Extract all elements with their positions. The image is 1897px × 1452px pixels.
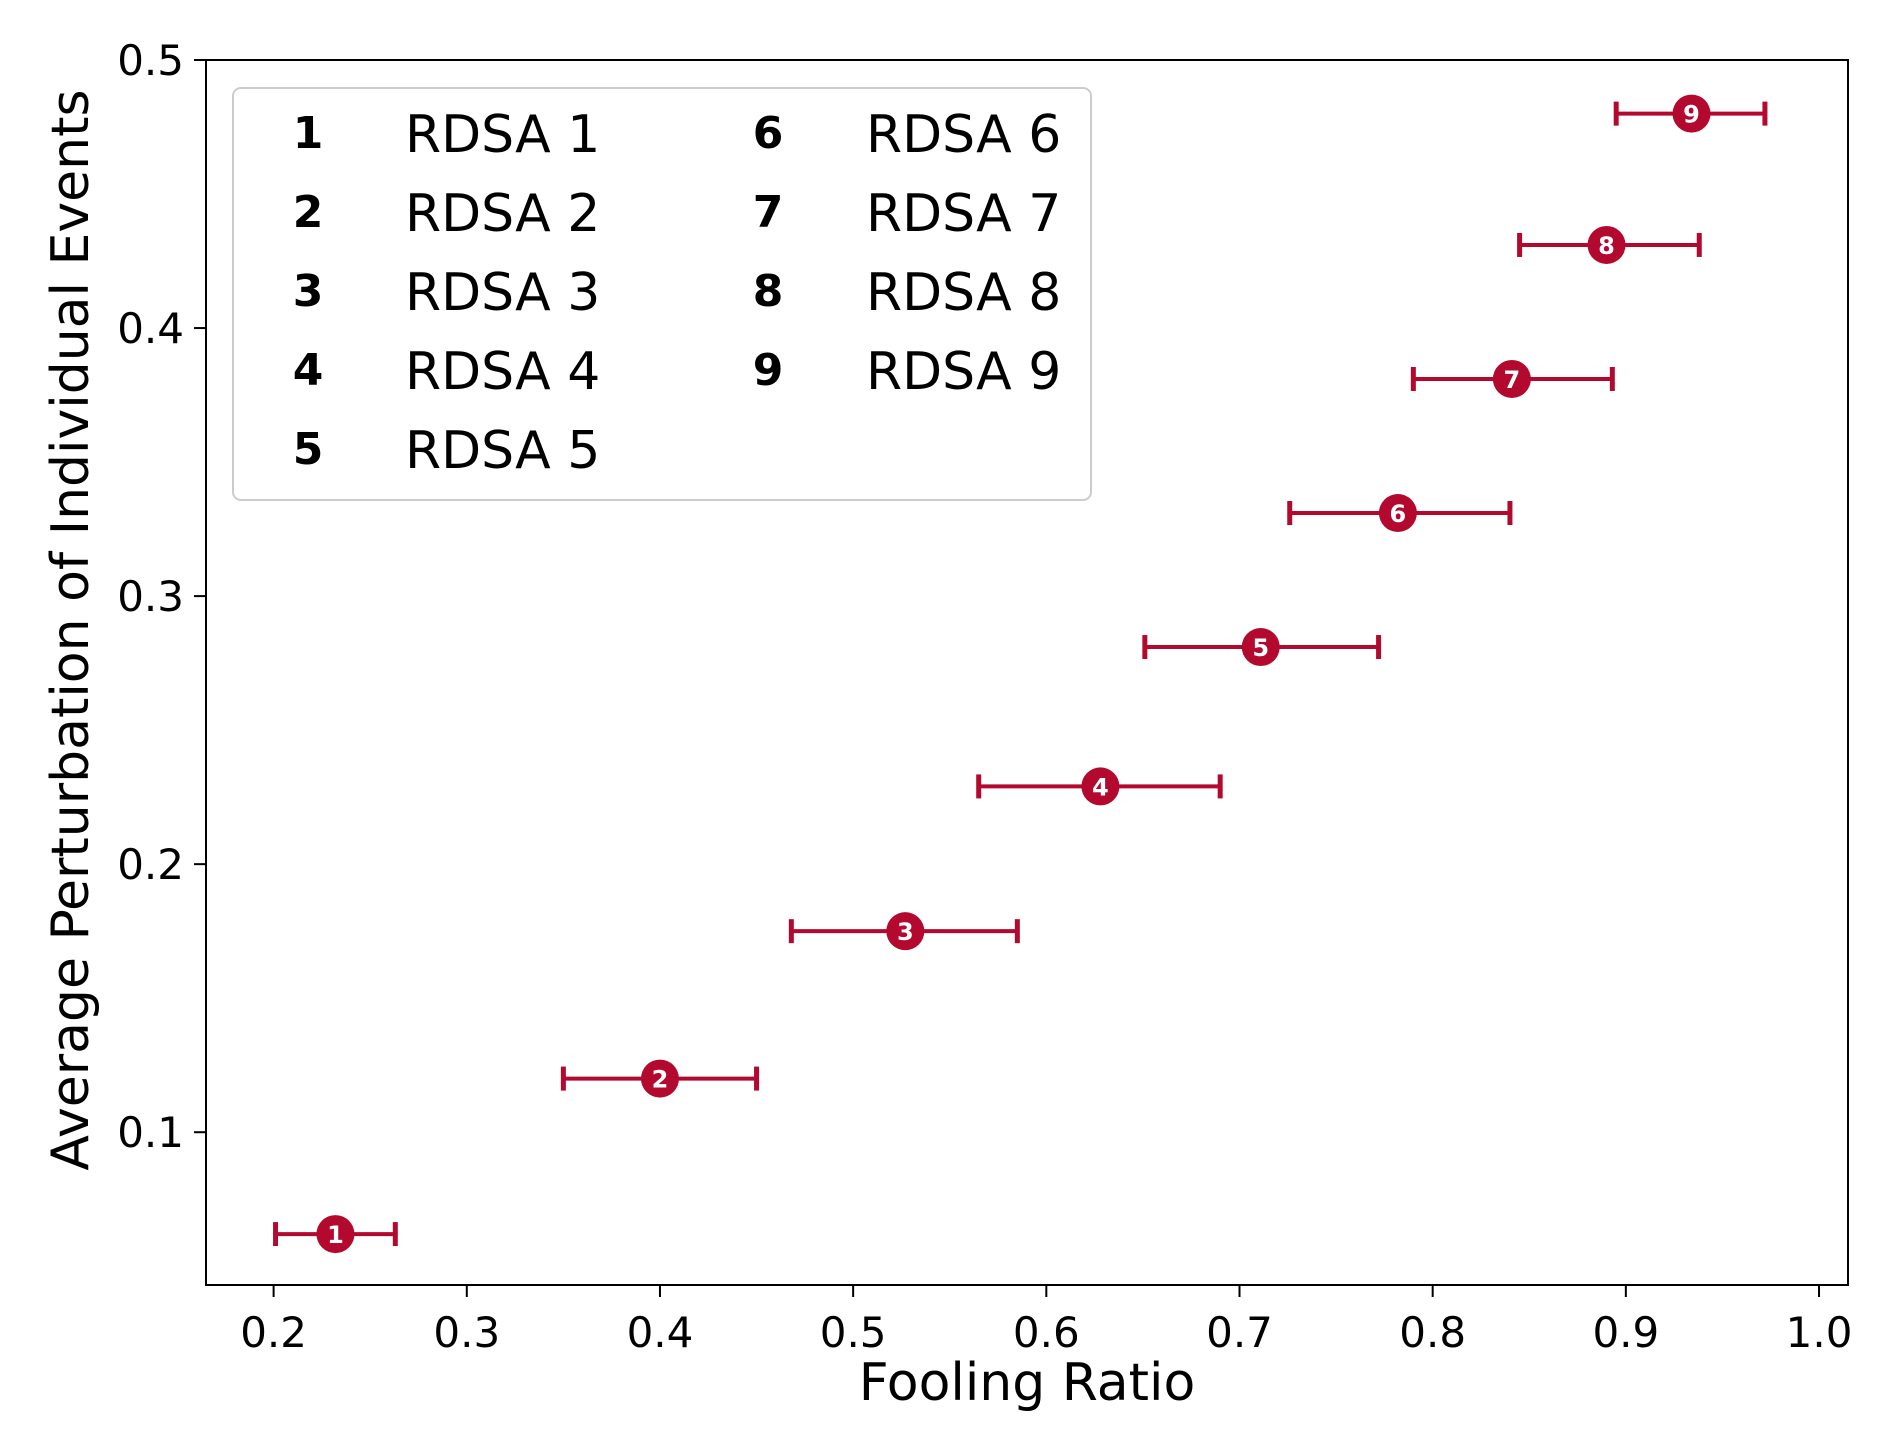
legend-marker-2: 2 [293, 187, 324, 238]
data-point-1 [316, 1215, 355, 1254]
legend-label-1: RDSA 1 [405, 105, 600, 165]
y-tick-label: 0.4 [117, 304, 184, 353]
legend-marker-8: 8 [753, 266, 784, 317]
data-point-4 [1081, 767, 1120, 806]
legend-label-6: RDSA 6 [866, 105, 1061, 165]
data-point-3 [886, 912, 925, 951]
legend-label-7: RDSA 7 [866, 184, 1061, 244]
legend-box [232, 87, 1092, 501]
axes [205, 59, 1849, 1286]
x-tick-label: 0.6 [1013, 1308, 1080, 1357]
x-tick-label: 0.4 [627, 1308, 694, 1357]
legend-items: 1 RDSA 1 2 RDSA 2 3 RDSA 3 4 RDSA 4 5 RDSA 5 6 RDSA… [293, 105, 1062, 481]
data-points: 1 2 3 4 5 6 7 8 9 [316, 94, 1711, 1254]
x-ticks: 0.2 0.3 0.4 0.5 0.6 0.7 0.8 0.9 1.0 [240, 1285, 1852, 1357]
legend-label-9: RDSA 9 [866, 342, 1061, 402]
y-tick-label: 0.5 [117, 36, 184, 85]
legend: 1 RDSA 1 2 RDSA 2 3 RDSA 3 4 RDSA 4 5 RDSA 5 6 RDSA… [232, 87, 1092, 501]
data-point-label-9: 9 [1683, 101, 1700, 129]
data-point-6 [1378, 494, 1417, 533]
x-tick-label: 0.5 [820, 1308, 887, 1357]
data-point-7 [1492, 359, 1531, 398]
legend-label-8: RDSA 8 [866, 263, 1061, 323]
legend-label-3: RDSA 3 [405, 263, 600, 323]
data-point-label-2: 2 [652, 1066, 669, 1094]
legend-marker-4: 4 [293, 345, 324, 396]
data-point-9 [1672, 94, 1711, 133]
data-point-2 [640, 1059, 679, 1098]
data-point-label-8: 8 [1598, 232, 1615, 260]
x-tick-label: 0.7 [1206, 1308, 1273, 1357]
x-tick-label: 0.9 [1592, 1308, 1659, 1357]
data-point-label-4: 4 [1092, 773, 1109, 801]
data-point-label-7: 7 [1504, 366, 1521, 394]
y-ticks: 0.1 0.2 0.3 0.4 0.5 [117, 36, 206, 1157]
legend-marker-9: 9 [753, 345, 784, 396]
legend-marker-1: 1 [293, 108, 324, 159]
y-tick-label: 0.3 [117, 572, 184, 621]
data-point-label-5: 5 [1252, 634, 1269, 662]
legend-marker-5: 5 [293, 424, 324, 475]
y-tick-label: 0.2 [117, 840, 184, 889]
plot-frame [205, 59, 1849, 1286]
x-tick-label: 0.3 [433, 1308, 500, 1357]
x-tick-label: 1.0 [1786, 1308, 1853, 1357]
data-point-5 [1241, 628, 1280, 667]
x-tick-label: 0.8 [1399, 1308, 1466, 1357]
legend-marker-6: 6 [753, 108, 784, 159]
data-point-8 [1587, 225, 1626, 264]
legend-marker-3: 3 [293, 266, 324, 317]
legend-label-2: RDSA 2 [405, 184, 600, 244]
legend-marker-7: 7 [753, 187, 784, 238]
data-point-label-6: 6 [1390, 500, 1407, 528]
y-axis-title: Average Perturbation of Individual Event… [41, 89, 101, 1170]
x-tick-label: 0.2 [240, 1308, 307, 1357]
legend-label-5: RDSA 5 [405, 421, 600, 481]
y-tick-label: 0.1 [117, 1108, 184, 1157]
x-axis-title: Fooling Ratio [859, 1353, 1196, 1413]
legend-label-4: RDSA 4 [405, 342, 600, 402]
data-point-label-1: 1 [327, 1221, 344, 1249]
data-point-label-3: 3 [897, 918, 914, 946]
